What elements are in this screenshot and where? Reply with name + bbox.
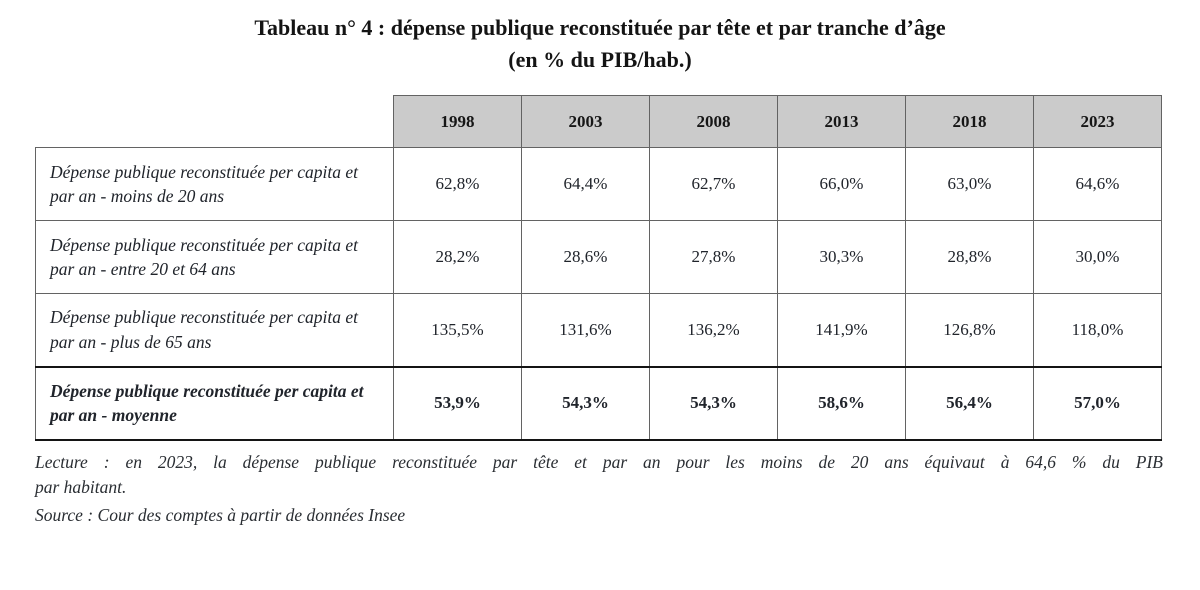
table-row: Dépense publique reconstituée per capita… xyxy=(35,147,1162,221)
value-cell: 62,8% xyxy=(393,147,522,221)
table-row: Dépense publique reconstituée per capita… xyxy=(35,293,1162,367)
lecture-note-line2: par habitant. xyxy=(35,477,127,498)
source-note: Source : Cour des comptes à partir de do… xyxy=(35,504,406,525)
header-row: 1998 2003 2008 2013 2018 2023 xyxy=(36,95,1162,148)
year-header: 1998 xyxy=(393,95,522,148)
value-cell: 141,9% xyxy=(777,293,906,367)
value-cell: 135,5% xyxy=(393,293,522,367)
value-cell: 63,0% xyxy=(905,147,1034,221)
value-cell: 54,3% xyxy=(649,365,778,441)
value-cell: 118,0% xyxy=(1033,293,1162,367)
value-cell: 64,4% xyxy=(521,147,650,221)
year-header: 2018 xyxy=(905,95,1034,148)
table-caption: Tableau n° 4 : dépense publique reconsti… xyxy=(0,12,1200,76)
value-cell: 30,3% xyxy=(777,220,906,294)
table-row-average: Dépense publique reconstituée per capita… xyxy=(35,365,1162,441)
value-cell: 28,6% xyxy=(521,220,650,294)
footnotes: Lecture : en 2023, la dépense publique r… xyxy=(35,450,1163,528)
value-cell: 28,8% xyxy=(905,220,1034,294)
corner-cell xyxy=(36,96,394,148)
value-cell: 131,6% xyxy=(521,293,650,367)
row-label: Dépense publique reconstituée per capita… xyxy=(35,220,394,294)
year-header: 2008 xyxy=(649,95,778,148)
data-table: 1998 2003 2008 2013 2018 2023 Dépense pu… xyxy=(35,95,1162,441)
table-caption-line2: (en % du PIB/hab.) xyxy=(508,46,692,72)
value-cell: 28,2% xyxy=(393,220,522,294)
value-cell: 62,7% xyxy=(649,147,778,221)
row-label: Dépense publique reconstituée per capita… xyxy=(35,293,394,367)
row-label: Dépense publique reconstituée per capita… xyxy=(35,365,394,441)
value-cell: 66,0% xyxy=(777,147,906,221)
value-cell: 30,0% xyxy=(1033,220,1162,294)
year-header: 2023 xyxy=(1033,95,1162,148)
year-header: 2003 xyxy=(521,95,650,148)
value-cell: 56,4% xyxy=(905,365,1034,441)
value-cell: 126,8% xyxy=(905,293,1034,367)
table-caption-line1: Tableau n° 4 : dépense publique reconsti… xyxy=(254,15,946,40)
table-row: Dépense publique reconstituée per capita… xyxy=(35,220,1162,294)
value-cell: 136,2% xyxy=(649,293,778,367)
value-cell: 57,0% xyxy=(1033,365,1162,441)
value-cell: 53,9% xyxy=(393,365,522,441)
value-cell: 58,6% xyxy=(777,365,906,441)
value-cell: 27,8% xyxy=(649,220,778,294)
value-cell: 54,3% xyxy=(521,365,650,441)
value-cell: 64,6% xyxy=(1033,147,1162,221)
lecture-note-line1: Lecture : en 2023, la dépense publique r… xyxy=(35,452,1163,472)
row-label: Dépense publique reconstituée per capita… xyxy=(35,147,394,221)
year-header: 2013 xyxy=(777,95,906,148)
